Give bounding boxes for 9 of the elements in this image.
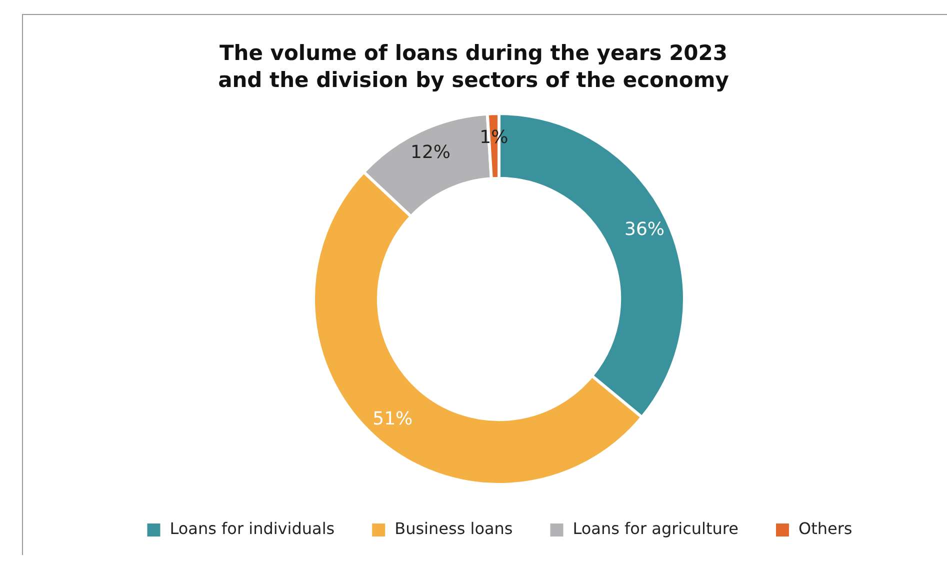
legend-label: Others bbox=[798, 519, 852, 538]
data-label: 36% bbox=[624, 219, 665, 240]
data-label: 12% bbox=[410, 142, 451, 164]
legend-label: Loans for individuals bbox=[170, 519, 335, 538]
data-label: 1% bbox=[480, 126, 508, 148]
legend-label: Loans for agriculture bbox=[572, 519, 738, 538]
legend-label: Business loans bbox=[394, 519, 513, 538]
data-label: 51% bbox=[372, 408, 413, 430]
chart-title: The volume of loans during the years 2023 and the division by sectors of the economy bbox=[217, 40, 730, 94]
